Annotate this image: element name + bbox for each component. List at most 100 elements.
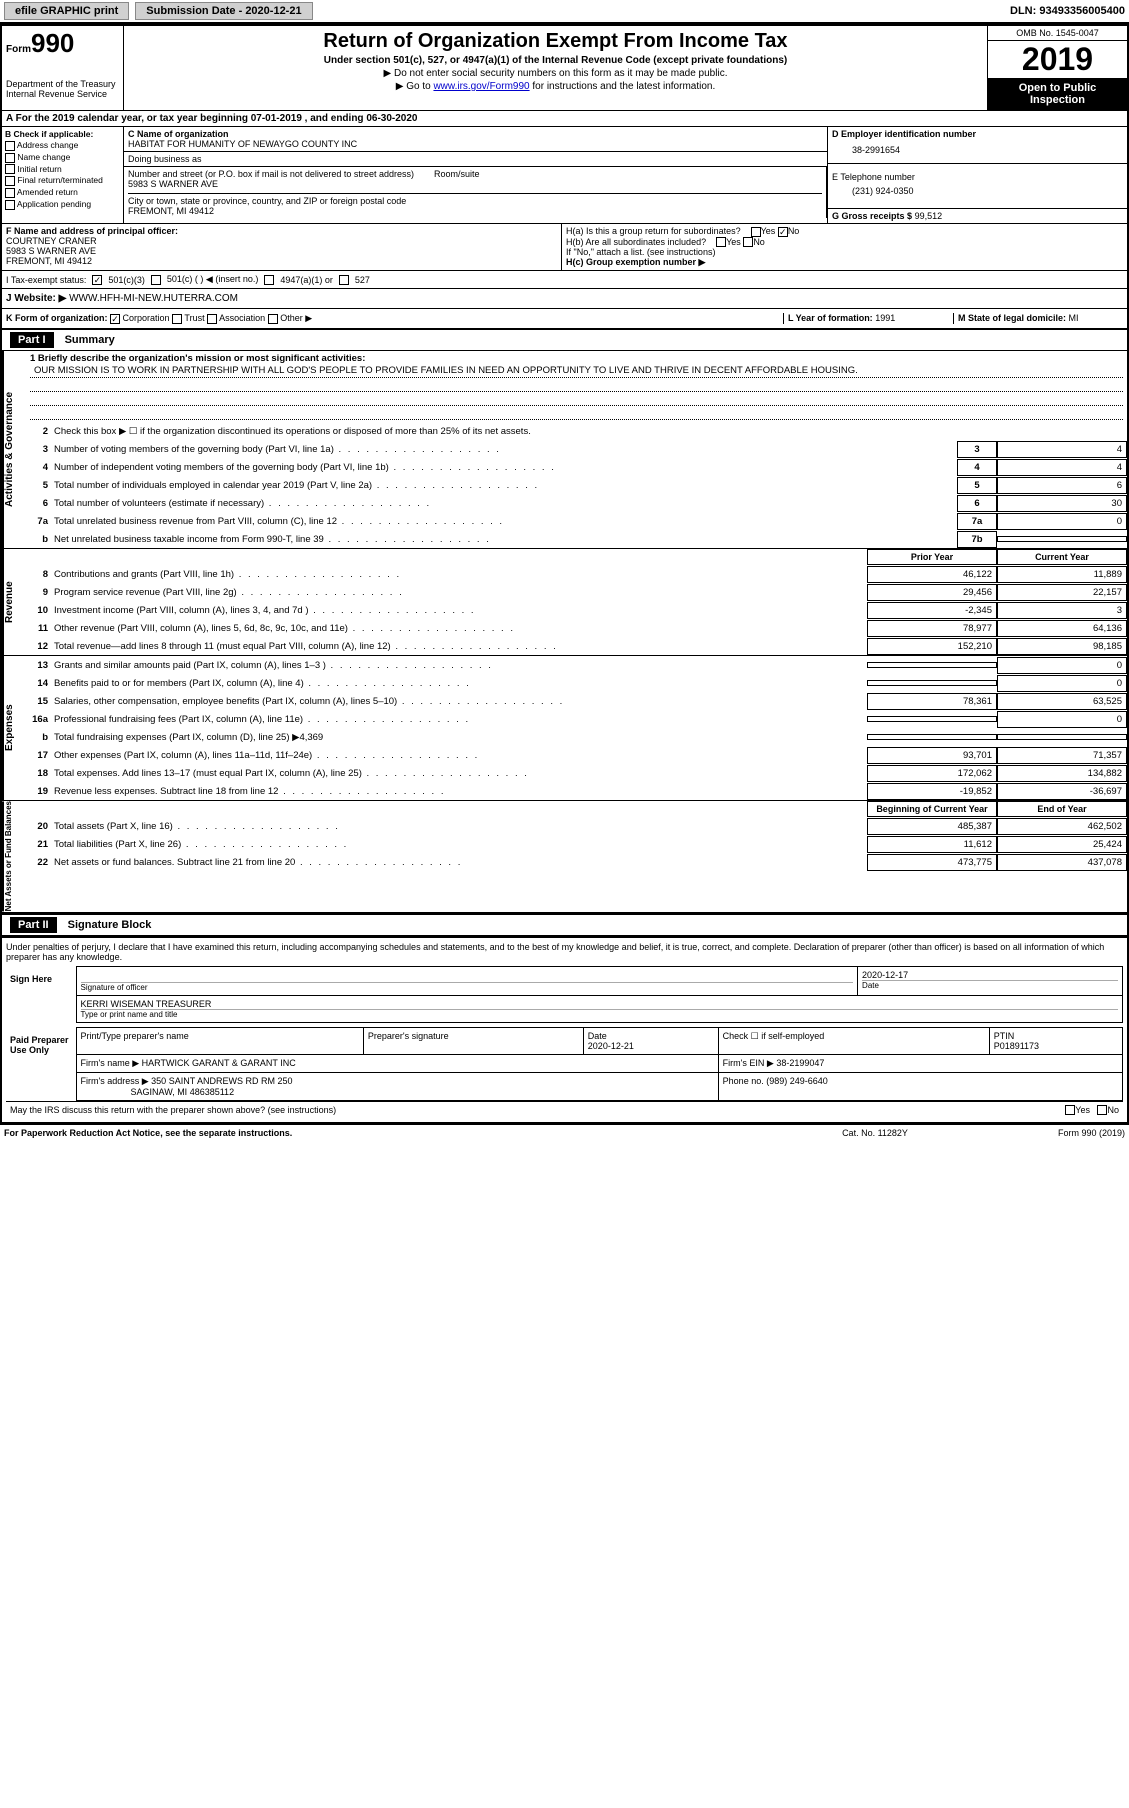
sign-here-label: Sign Here — [6, 966, 76, 1022]
current-value: 3 — [997, 602, 1127, 619]
website-value: WWW.HFH-MI-NEW.HUTERRA.COM — [69, 293, 238, 304]
dba-label: Doing business as — [128, 154, 823, 164]
omb-number: OMB No. 1545-0047 — [988, 26, 1127, 41]
paid-preparer-label: Paid Preparer Use Only — [6, 1027, 76, 1100]
officer-addr2: FREMONT, MI 49412 — [6, 256, 557, 266]
officer-label: F Name and address of principal officer: — [6, 226, 557, 236]
check-if-applicable: B Check if applicable: Address change Na… — [2, 127, 124, 223]
officer-typed-name: KERRI WISEMAN TREASURER — [81, 999, 1119, 1009]
prior-value: 29,456 — [867, 584, 997, 601]
city-label: City or town, state or province, country… — [128, 196, 822, 206]
check-self: Check ☐ if self-employed — [718, 1027, 989, 1054]
line-desc: Contributions and grants (Part VIII, lin… — [54, 569, 867, 580]
submission-date: Submission Date - 2020-12-21 — [135, 2, 312, 20]
netassets-label: Net Assets or Fund Balances — [2, 801, 26, 911]
prior-value — [867, 716, 997, 722]
current-value: 64,136 — [997, 620, 1127, 637]
current-value: 63,525 — [997, 693, 1127, 710]
ein-label: D Employer identification number — [832, 129, 1123, 139]
sig-date: 2020-12-17 — [862, 970, 1118, 980]
prior-value: 78,361 — [867, 693, 997, 710]
line-desc: Number of voting members of the governin… — [54, 444, 953, 455]
line-value: 0 — [997, 513, 1127, 530]
efile-link[interactable]: efile GRAPHIC print — [4, 2, 129, 20]
line-desc: Salaries, other compensation, employee b… — [54, 696, 867, 707]
form-id-box: Form990 Department of the Treasury Inter… — [2, 26, 124, 110]
current-value: 71,357 — [997, 747, 1127, 764]
line-value: 30 — [997, 495, 1127, 512]
part1-title: Summary — [65, 334, 115, 346]
line-desc: Net assets or fund balances. Subtract li… — [54, 857, 867, 868]
gross-value: 99,512 — [915, 211, 943, 221]
firm-phone: (989) 249-6640 — [766, 1076, 828, 1086]
irs-link[interactable]: www.irs.gov/Form990 — [433, 81, 529, 92]
current-value: 437,078 — [997, 854, 1127, 871]
current-value: 0 — [997, 711, 1127, 728]
mission-label: 1 Briefly describe the organization's mi… — [30, 353, 1123, 364]
prep-date: 2020-12-21 — [588, 1041, 634, 1051]
firm-addr: 350 SAINT ANDREWS RD RM 250 — [151, 1076, 292, 1086]
cat-no: Cat. No. 11282Y — [775, 1128, 975, 1138]
current-value: 25,424 — [997, 836, 1127, 853]
prep-name-label: Print/Type preparer's name — [76, 1027, 363, 1054]
sig-officer-label: Signature of officer — [81, 982, 854, 992]
expenses-label: Expenses — [2, 656, 26, 800]
line-desc: Total assets (Part X, line 16) — [54, 821, 867, 832]
line-value: 4 — [997, 459, 1127, 476]
current-value: 11,889 — [997, 566, 1127, 583]
hb-note: If "No," attach a list. (see instruction… — [566, 247, 1123, 257]
line2-desc: Check this box ▶ ☐ if the organization d… — [54, 426, 1127, 437]
prior-value — [867, 680, 997, 686]
website-label: J Website: ▶ — [6, 293, 66, 304]
form-subtitle: Under section 501(c), 527, or 4947(a)(1)… — [132, 55, 979, 66]
begin-year-header: Beginning of Current Year — [867, 801, 997, 817]
current-year-header: Current Year — [997, 549, 1127, 565]
officer-addr1: 5983 S WARNER AVE — [6, 246, 557, 256]
line-value — [997, 536, 1127, 542]
part2-title: Signature Block — [68, 919, 152, 931]
line-desc: Number of independent voting members of … — [54, 462, 953, 473]
line-desc: Revenue less expenses. Subtract line 18 … — [54, 786, 867, 797]
officer-name: COURTNEY CRANER — [6, 236, 557, 246]
prior-value: 473,775 — [867, 854, 997, 871]
end-year-header: End of Year — [997, 801, 1127, 817]
ein-value: 38-2991654 — [832, 139, 1123, 161]
prior-value: 46,122 — [867, 566, 997, 583]
declaration: Under penalties of perjury, I declare th… — [6, 942, 1123, 962]
line-desc: Total number of volunteers (estimate if … — [54, 498, 953, 509]
state-domicile: MI — [1069, 313, 1079, 323]
current-value: 0 — [997, 657, 1127, 674]
line-desc: Total number of individuals employed in … — [54, 480, 953, 491]
line-desc: Other revenue (Part VIII, column (A), li… — [54, 623, 867, 634]
firm-addr2: SAGINAW, MI 486385112 — [131, 1087, 235, 1097]
dept-label: Department of the Treasury Internal Reve… — [6, 79, 119, 99]
line-desc: Benefits paid to or for members (Part IX… — [54, 678, 867, 689]
prior-value: 78,977 — [867, 620, 997, 637]
type-name-label: Type or print name and title — [81, 1009, 1119, 1019]
line-desc: Net unrelated business taxable income fr… — [54, 534, 953, 545]
line-value: 6 — [997, 477, 1127, 494]
line-desc: Total unrelated business revenue from Pa… — [54, 516, 953, 527]
prep-sig-label: Preparer's signature — [363, 1027, 583, 1054]
mission-text: OUR MISSION IS TO WORK IN PARTNERSHIP WI… — [30, 364, 1123, 378]
date-label: Date — [862, 980, 1118, 990]
org-name: HABITAT FOR HUMANITY OF NEWAYGO COUNTY I… — [128, 139, 823, 149]
prior-value: 172,062 — [867, 765, 997, 782]
prior-year-header: Prior Year — [867, 549, 997, 565]
firm-ein: 38-2199047 — [776, 1058, 824, 1068]
tel-label: E Telephone number — [832, 172, 1123, 182]
line-desc: Grants and similar amounts paid (Part IX… — [54, 660, 867, 671]
tax-status-label: I Tax-exempt status: — [6, 275, 86, 285]
current-value: 134,882 — [997, 765, 1127, 782]
line-desc: Total fundraising expenses (Part IX, col… — [54, 732, 867, 743]
note-ssn: ▶ Do not enter social security numbers o… — [132, 68, 979, 79]
tax-year-range: A For the 2019 calendar year, or tax yea… — [2, 111, 1127, 127]
prior-value: 485,387 — [867, 818, 997, 835]
prior-value: 11,612 — [867, 836, 997, 853]
ptin: P01891173 — [994, 1041, 1039, 1051]
year-formation: 1991 — [875, 313, 895, 323]
current-value: -36,697 — [997, 783, 1127, 800]
discuss-question: May the IRS discuss this return with the… — [10, 1105, 336, 1115]
prior-value — [867, 662, 997, 668]
city-value: FREMONT, MI 49412 — [128, 206, 822, 216]
